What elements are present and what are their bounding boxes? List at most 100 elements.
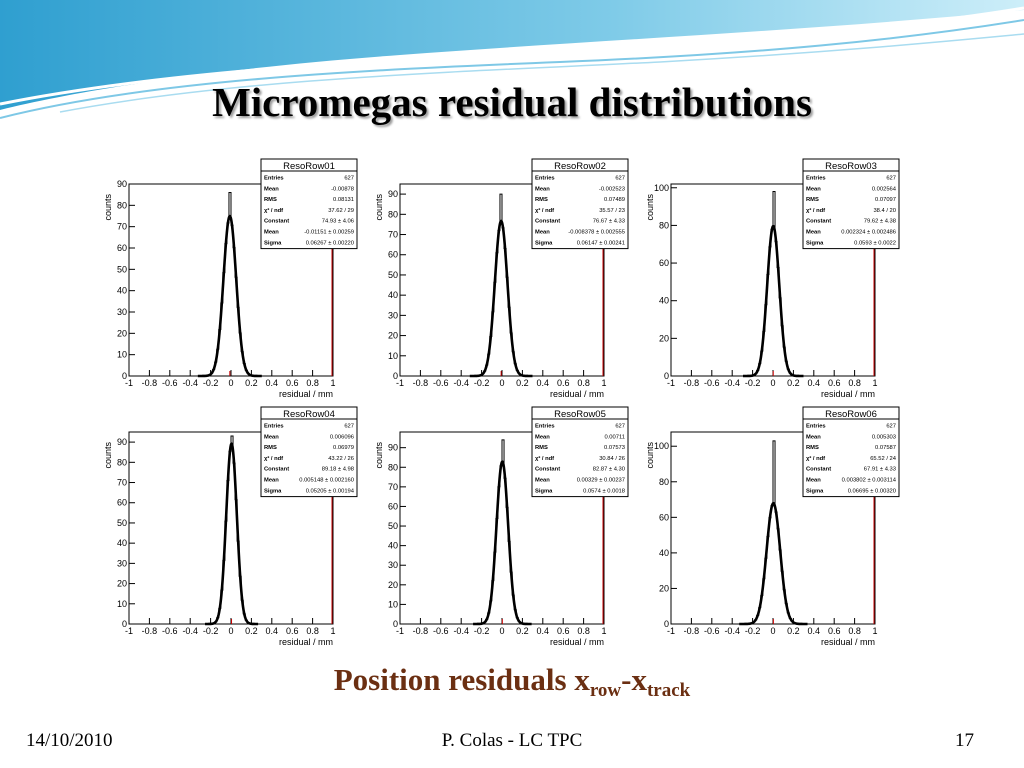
- y-tick-label: 60: [117, 498, 127, 508]
- stats-value: 0.002564: [872, 186, 897, 192]
- histogram-panel-row05: 0 10 20 30 40 50 60 70 80 90 -1 -0.8 -0.6 -0.4 -0.2 0 0.…: [372, 400, 642, 648]
- y-tick-label: 80: [388, 209, 398, 219]
- stats-box-title: ResoRow04: [283, 409, 335, 420]
- x-axis-label: residual / mm: [550, 637, 604, 647]
- x-tick-label: 0.6: [286, 626, 299, 636]
- x-tick-label: 0.4: [537, 378, 550, 388]
- gaussian-fit-curve: [197, 214, 262, 378]
- y-tick-label: 30: [117, 558, 127, 568]
- x-axis-label: residual / mm: [279, 389, 333, 399]
- histogram-bins: [400, 439, 604, 625]
- gaussian-fit-curve: [739, 501, 808, 626]
- stats-label: Constant: [264, 467, 289, 473]
- x-tick-label: 0.8: [848, 378, 861, 388]
- stats-label: χ² / ndf: [806, 207, 825, 214]
- x-tick-label: 0.6: [557, 378, 570, 388]
- footer-date: 14/10/2010: [26, 730, 113, 751]
- stats-label: Mean: [264, 434, 279, 440]
- stats-value: 30.84 / 26: [599, 456, 625, 462]
- y-tick-label: 50: [388, 270, 398, 280]
- slide-subtitle: Position residuals xrow-xtrack: [0, 662, 1024, 702]
- histogram-panel-row01: 0 10 20 30 40 50 60 70 80 90 -1 -0.8 -0.6 -0.4 -0.2 0 0.…: [101, 152, 371, 400]
- x-tick-label: 0.2: [516, 626, 529, 636]
- stats-value: 76.67 ± 4.33: [593, 219, 625, 225]
- y-tick-label: 60: [388, 250, 398, 260]
- x-axis-label: residual / mm: [821, 637, 875, 647]
- stats-label: Sigma: [264, 488, 282, 494]
- stats-value: 89.18 ± 4.98: [322, 467, 354, 473]
- y-tick-label: 50: [117, 518, 127, 528]
- stats-value: 74.93 ± 4.06: [322, 219, 354, 225]
- stats-value: 0.07587: [875, 445, 896, 451]
- x-tick-label: -0.2: [745, 378, 761, 388]
- y-tick-label: 90: [117, 179, 127, 189]
- x-tick-label: -0.2: [203, 626, 219, 636]
- stats-box-title: ResoRow01: [283, 161, 335, 172]
- stats-label: Sigma: [264, 240, 282, 246]
- x-tick-label: 0.4: [537, 626, 550, 636]
- x-tick-label: -1: [667, 378, 675, 388]
- y-tick-label: 90: [388, 443, 398, 453]
- x-tick-label: -0.4: [453, 626, 469, 636]
- x-tick-label: -1: [396, 626, 404, 636]
- y-tick-label: 0: [393, 619, 398, 629]
- x-tick-label: 0.2: [245, 378, 258, 388]
- gaussian-fit-curve: [469, 219, 533, 378]
- stats-label: Sigma: [535, 488, 553, 494]
- y-tick-label: 0: [664, 619, 669, 629]
- stats-value: 0.06147 ± 0.00241: [577, 240, 625, 246]
- x-tick-label: 0: [228, 626, 233, 636]
- y-tick-label: 80: [117, 200, 127, 210]
- stats-value: 79.62 ± 4.38: [864, 219, 896, 225]
- stats-box: [802, 158, 900, 250]
- x-tick-label: 0.8: [577, 378, 590, 388]
- stats-label: Mean: [264, 230, 279, 236]
- y-tick-label: 70: [117, 222, 127, 232]
- y-tick-label: 70: [117, 478, 127, 488]
- x-tick-label: 1: [872, 378, 877, 388]
- x-tick-label: -0.4: [724, 626, 740, 636]
- y-tick-label: 100: [654, 441, 669, 451]
- x-tick-label: 0.2: [245, 626, 258, 636]
- stats-value: 0.005148 ± 0.002160: [299, 478, 354, 484]
- histogram-grid: 0 10 20 30 40 50 60 70 80 90 -1 -0.8 -0.6 -0.4 -0.2 0 0.…: [101, 144, 913, 656]
- stats-label: χ² / ndf: [264, 455, 283, 462]
- x-tick-label: -0.6: [162, 626, 178, 636]
- histogram-svg: 0 10 20 30 40 50 60 70 80 90 -1 -0.8 -0.6 -0.4 -0.2 0 0.…: [103, 406, 358, 647]
- y-tick-label: 50: [117, 264, 127, 274]
- stats-value: 627: [615, 424, 625, 430]
- x-tick-label: 0: [770, 378, 775, 388]
- x-tick-label: 0: [499, 626, 504, 636]
- histogram-svg: 0 20 40 60 80 100 -1 -0.8 -0.6 -0.4 -0.2 0 0.2 0.4 0.6…: [645, 158, 900, 399]
- x-tick-label: -0.2: [745, 626, 761, 636]
- y-axis-label: counts: [645, 442, 655, 469]
- y-tick-label: 40: [117, 538, 127, 548]
- x-axis-label: residual / mm: [550, 389, 604, 399]
- x-tick-label: 1: [330, 626, 335, 636]
- histogram-panel-row06: 0 20 40 60 80 100 -1 -0.8 -0.6 -0.4 -0.2 0 0.2 0.4 0.6…: [643, 400, 913, 648]
- x-tick-label: -0.4: [182, 626, 198, 636]
- x-tick-label: 0.4: [266, 626, 279, 636]
- stats-value: 35.57 / 23: [599, 208, 625, 214]
- y-tick-label: 100: [654, 183, 669, 193]
- stats-label: Entries: [535, 176, 555, 182]
- subtitle-text: Position residuals x: [333, 662, 590, 697]
- y-tick-label: 40: [659, 296, 669, 306]
- stats-value: -0.01151 ± 0.00259: [304, 230, 354, 236]
- x-tick-label: -1: [396, 378, 404, 388]
- histogram-panel-row04: 0 10 20 30 40 50 60 70 80 90 -1 -0.8 -0.6 -0.4 -0.2 0 0.…: [101, 400, 371, 648]
- histogram-bins: [671, 440, 875, 625]
- stats-value: 0.06979: [333, 445, 354, 451]
- stats-value: 0.003802 ± 0.003114: [842, 478, 897, 484]
- x-tick-label: -0.6: [162, 378, 178, 388]
- stats-label: RMS: [535, 197, 548, 203]
- stats-value: 82.87 ± 4.30: [593, 467, 625, 473]
- stats-value: 0.005303: [872, 434, 896, 440]
- stats-value: 0.0574 ± 0.0018: [583, 488, 625, 494]
- x-tick-label: 0: [499, 378, 504, 388]
- stats-value: -0.00878: [331, 186, 354, 192]
- y-tick-label: 60: [659, 512, 669, 522]
- gaussian-fit-curve: [204, 442, 259, 626]
- stats-value: 0.00329 ± 0.00237: [577, 478, 625, 484]
- x-tick-label: 0.2: [787, 626, 800, 636]
